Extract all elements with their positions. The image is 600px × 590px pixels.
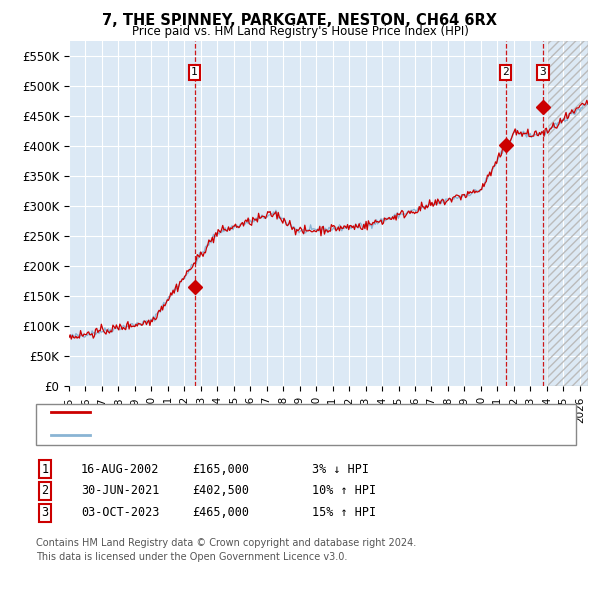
Text: £402,500: £402,500 xyxy=(192,484,249,497)
Text: 1: 1 xyxy=(191,67,198,77)
Text: 7, THE SPINNEY, PARKGATE, NESTON, CH64 6RX (detached house): 7, THE SPINNEY, PARKGATE, NESTON, CH64 6… xyxy=(99,407,470,417)
Text: 1: 1 xyxy=(41,463,49,476)
Text: This data is licensed under the Open Government Licence v3.0.: This data is licensed under the Open Gov… xyxy=(36,552,347,562)
Text: 2: 2 xyxy=(41,484,49,497)
Text: 10% ↑ HPI: 10% ↑ HPI xyxy=(312,484,376,497)
Text: HPI: Average price, detached house, Cheshire West and Chester: HPI: Average price, detached house, Ches… xyxy=(99,431,457,440)
Text: Contains HM Land Registry data © Crown copyright and database right 2024.: Contains HM Land Registry data © Crown c… xyxy=(36,538,416,548)
Text: 3% ↓ HPI: 3% ↓ HPI xyxy=(312,463,369,476)
Text: 7, THE SPINNEY, PARKGATE, NESTON, CH64 6RX: 7, THE SPINNEY, PARKGATE, NESTON, CH64 6… xyxy=(103,13,497,28)
Text: 16-AUG-2002: 16-AUG-2002 xyxy=(81,463,160,476)
Text: Price paid vs. HM Land Registry's House Price Index (HPI): Price paid vs. HM Land Registry's House … xyxy=(131,25,469,38)
Text: 3: 3 xyxy=(539,67,546,77)
Text: 15% ↑ HPI: 15% ↑ HPI xyxy=(312,506,376,519)
Text: 03-OCT-2023: 03-OCT-2023 xyxy=(81,506,160,519)
Text: £165,000: £165,000 xyxy=(192,463,249,476)
Text: 2: 2 xyxy=(502,67,509,77)
Text: 30-JUN-2021: 30-JUN-2021 xyxy=(81,484,160,497)
Text: £465,000: £465,000 xyxy=(192,506,249,519)
Text: 3: 3 xyxy=(41,506,49,519)
